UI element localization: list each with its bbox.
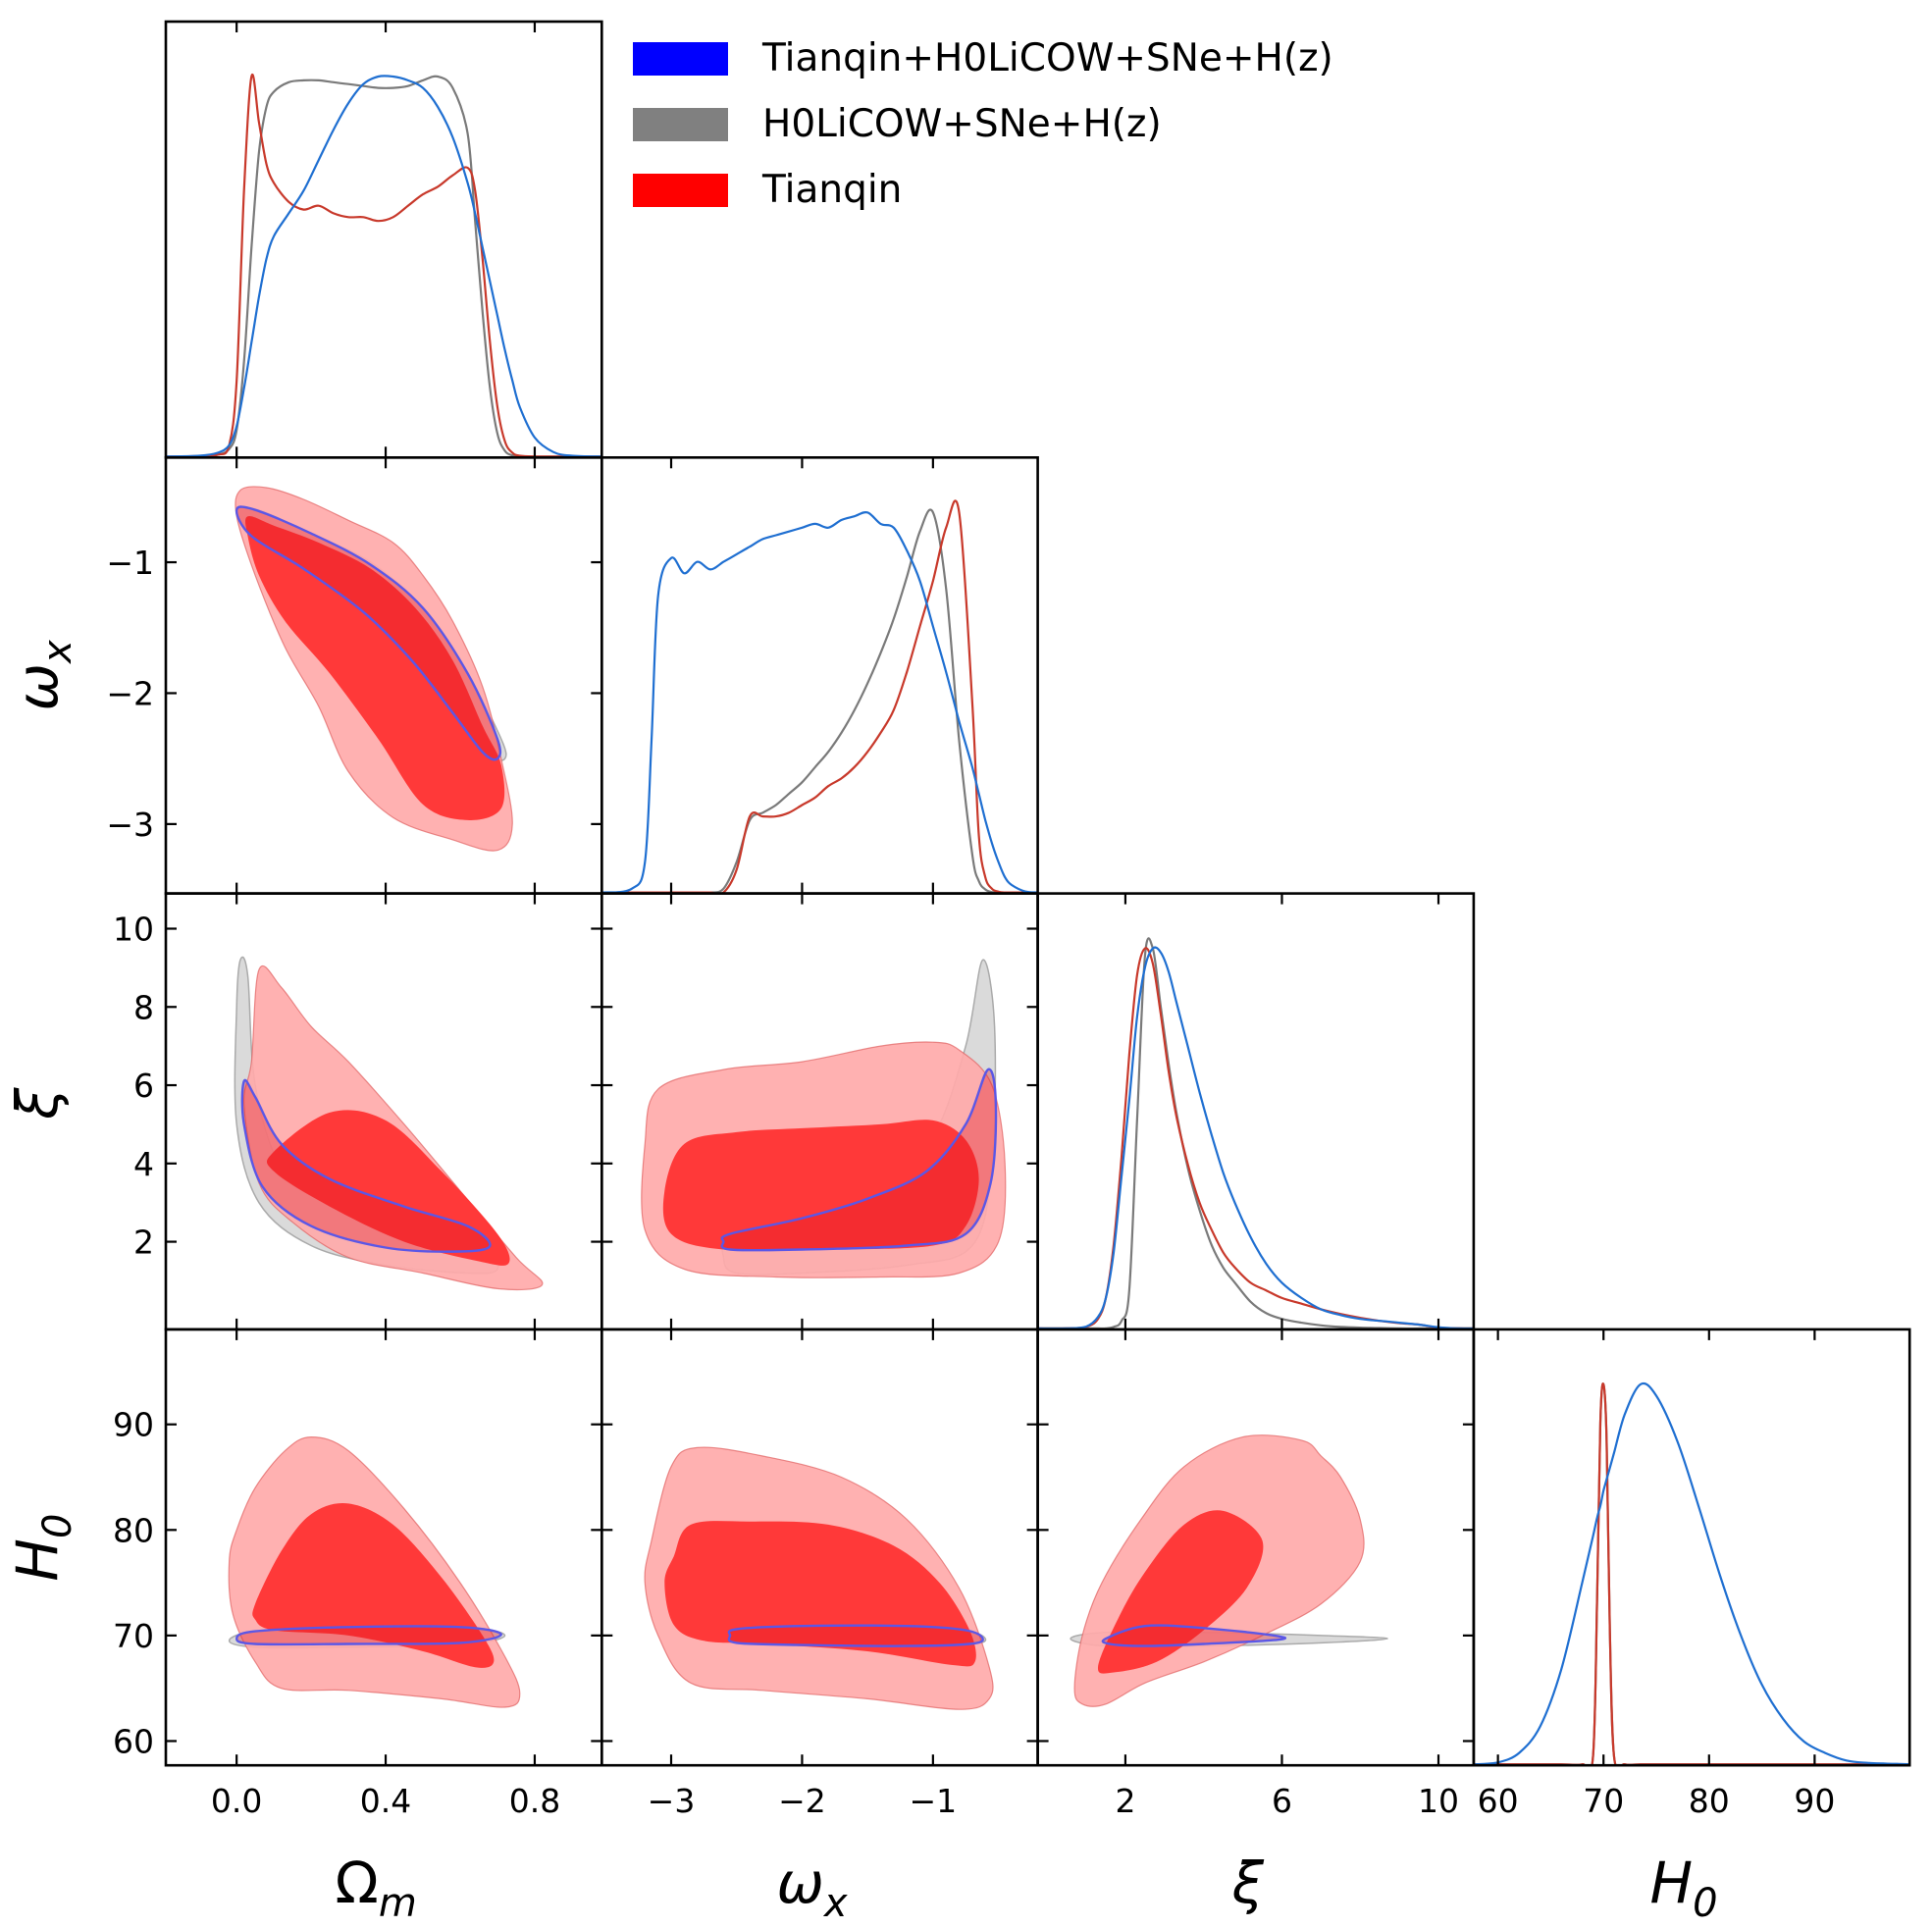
marginal-line-h0licow-sne-h-z- <box>1473 1382 1910 1766</box>
contour-tianqin-h0licow-sne-h-z--95 <box>1101 1624 1286 1647</box>
y-tick-label: 70 <box>113 1617 154 1655</box>
panel-frame-H0-H0 <box>1472 1328 1911 1767</box>
y-tick-label: 10 <box>113 910 154 948</box>
x-tick-label: 2 <box>1115 1782 1135 1820</box>
x-axis-label-H0: H0 <box>1650 1850 1718 1926</box>
marginal-line-tianqin-h0licow-sne-h-z- <box>1473 1381 1910 1766</box>
x-tick-label: 60 <box>1478 1782 1519 1820</box>
marginal-panel-Om <box>166 73 602 458</box>
contour-layer <box>228 486 1388 1710</box>
legend-swatch-combined <box>633 42 728 76</box>
x-tick-label: 90 <box>1794 1782 1835 1820</box>
x-tick-label: 10 <box>1418 1782 1459 1820</box>
x-tick-label: 6 <box>1272 1782 1292 1820</box>
y-tick-label: 60 <box>113 1722 154 1760</box>
panel-frame-wx-wx <box>600 455 1039 895</box>
y-axis-label-H0: H0 <box>4 1514 80 1582</box>
y-tick-label: 4 <box>133 1145 154 1183</box>
marginal-line-tianqin-h0licow-sne-h-z- <box>601 510 1038 894</box>
contour-panel-Om-wx <box>235 486 513 852</box>
contour-panel-Om-xi <box>234 956 544 1291</box>
y-tick-label: 90 <box>113 1406 154 1444</box>
y-tick-label: 2 <box>133 1224 154 1262</box>
marginal-panel-xi <box>1037 937 1474 1329</box>
marginal-panel-wx <box>601 499 1038 894</box>
x-tick-label: 0.0 <box>211 1782 262 1820</box>
contour-panel-wx-xi <box>641 959 1007 1278</box>
y-tick-label: −3 <box>106 806 154 844</box>
contour-panel-wx-H0 <box>644 1446 994 1710</box>
legend-label-tianqin: Tianqin <box>761 168 902 212</box>
contour-tianqin-68 <box>662 1120 979 1251</box>
y-axis-label-xi: ξ <box>4 1087 71 1120</box>
contour-tianqin-68 <box>1097 1510 1264 1674</box>
marginal-line-tianqin <box>601 499 1038 894</box>
label-layer: 0.0 0.4 0.8 Ωm −3 −2 −1 ωx 2 6 10 ξ 60 70 80 90 H0 −1 −2 −3… <box>4 544 1835 1926</box>
legend-label-combined: Tianqin+H0LiCOW+SNe+H(z) <box>761 36 1333 80</box>
contour-tianqin-68 <box>245 516 505 820</box>
contour-tianqin-68 <box>266 1110 510 1266</box>
y-tick-label: −1 <box>106 544 154 582</box>
y-tick-label: 8 <box>133 988 154 1026</box>
x-axis-label-xi: ξ <box>1231 1850 1265 1916</box>
contour-tianqin-h0licow-sne-h-z--95 <box>235 1625 503 1646</box>
marginal-panel-H0 <box>1473 1381 1910 1766</box>
x-tick-label: −2 <box>778 1782 826 1820</box>
y-tick-label: −2 <box>106 674 154 712</box>
legend-swatch-h0licow <box>633 108 728 141</box>
x-axis-label-wx: ωx <box>776 1850 848 1926</box>
x-tick-label: 70 <box>1583 1782 1624 1820</box>
tick-layer <box>166 22 1816 1766</box>
frame-layer <box>164 20 1911 1767</box>
contour-tianqin-h0licow-sne-h-z--95 <box>727 1624 984 1647</box>
marginal-line-h0licow-sne-h-z- <box>166 75 602 458</box>
x-tick-label: 80 <box>1689 1782 1730 1820</box>
contour-tianqin-68 <box>664 1521 976 1667</box>
marginal-line-tianqin <box>1473 1382 1910 1766</box>
marginal-line-tianqin-h0licow-sne-h-z- <box>1037 946 1474 1329</box>
panel-frame-xi-xi <box>1036 892 1476 1331</box>
x-tick-label: −1 <box>910 1782 958 1820</box>
y-tick-label: 80 <box>113 1511 154 1549</box>
contour-tianqin-h0licow-sne-h-z--95 <box>240 1078 492 1253</box>
legend-swatch-tianqin <box>633 174 728 207</box>
contour-tianqin-h0licow-sne-h-z--95 <box>720 1068 998 1252</box>
x-tick-label: 0.4 <box>360 1782 411 1820</box>
x-tick-label: 0.8 <box>509 1782 560 1820</box>
contour-tianqin-h0licow-sne-h-z--95 <box>235 505 502 761</box>
marginal-line-tianqin <box>166 73 602 458</box>
x-axis-label-Om: Ωm <box>336 1850 417 1926</box>
marginal-line-tianqin <box>1037 947 1474 1329</box>
x-tick-label: −3 <box>648 1782 696 1820</box>
marginal-line-tianqin-h0licow-sne-h-z- <box>166 75 602 458</box>
legend-label-h0licow: H0LiCOW+SNe+H(z) <box>762 102 1162 146</box>
panel-frame-Om-Om <box>164 20 603 459</box>
legend: Tianqin+H0LiCOW+SNe+H(z) H0LiCOW+SNe+H(z… <box>633 36 1333 212</box>
y-tick-label: 6 <box>133 1067 154 1105</box>
y-axis-label-wx: ωx <box>4 640 80 711</box>
marginal-line-h0licow-sne-h-z- <box>1037 937 1474 1329</box>
contour-panel-Om-H0 <box>228 1435 521 1708</box>
contour-panel-xi-H0 <box>1070 1434 1388 1707</box>
